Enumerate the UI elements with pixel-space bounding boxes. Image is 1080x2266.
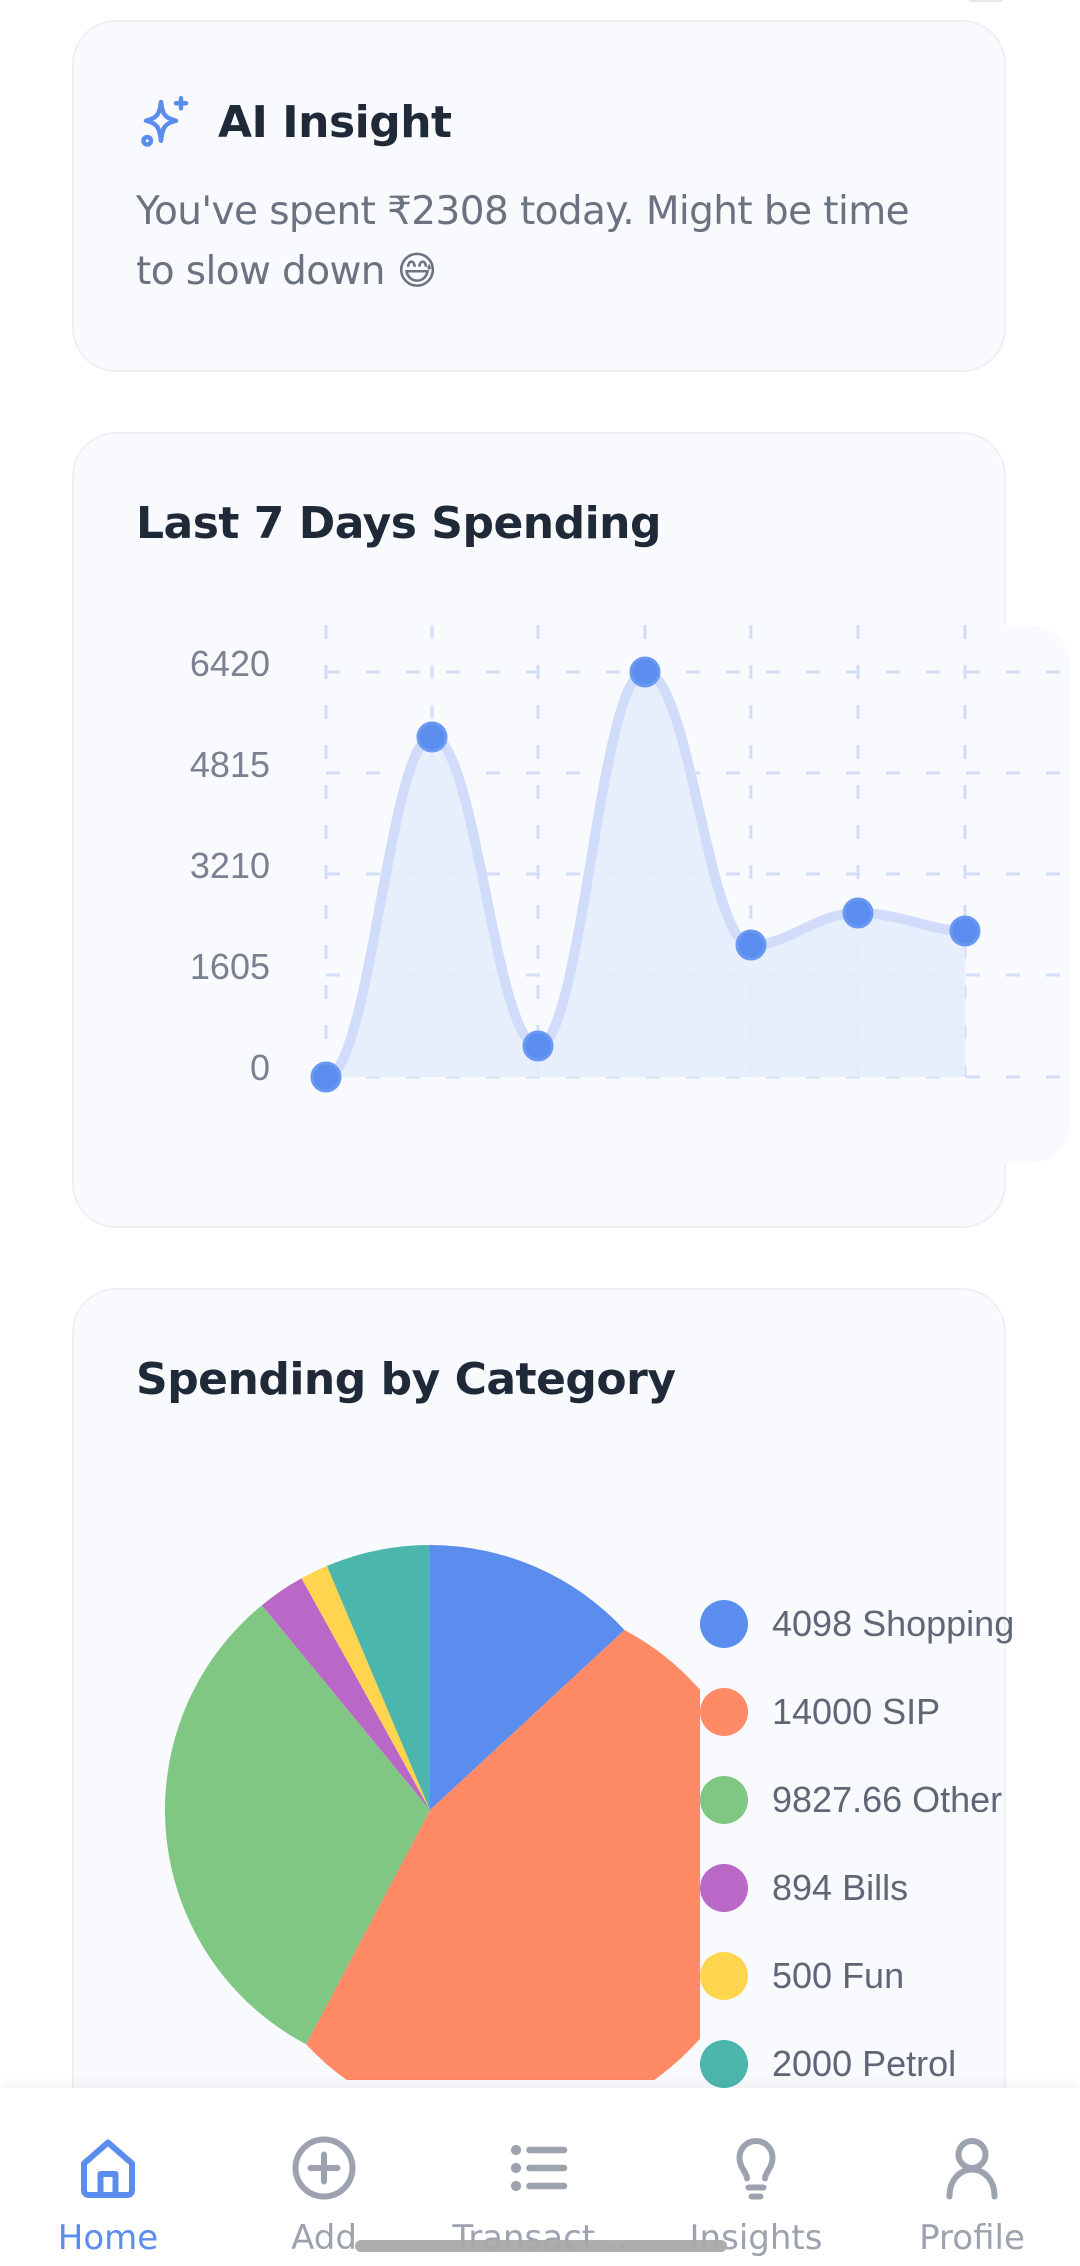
- lightbulb-icon: [736, 2138, 776, 2200]
- pie-chart: [165, 1545, 700, 2080]
- legend-dot-petrol: [700, 2040, 748, 2088]
- legend-dot-shopping: [700, 1600, 748, 1648]
- legend-dot-bills: [700, 1864, 748, 1912]
- nav-tab-add[interactable]: Add: [216, 2088, 432, 2266]
- pie-slice-shopping: [430, 1545, 625, 1810]
- pie-chart-title: Spending by Category: [136, 1354, 676, 1405]
- user-icon: [946, 2138, 998, 2200]
- nav-label: Transact...: [452, 2218, 628, 2258]
- legend-item: 500 Fun: [700, 1932, 1014, 2020]
- legend-label: 9827.66 Other: [772, 1779, 1003, 1820]
- legend-label: 2000 Petrol: [772, 2043, 957, 2084]
- y-tick-label: 1605: [189, 946, 270, 987]
- home-icon: [81, 2139, 135, 2198]
- system-gesture-handle[interactable]: [355, 2240, 727, 2252]
- line-chart: 6420 4815 3210 1605 0: [160, 625, 1070, 1163]
- pie-slice-fun: [301, 1565, 430, 1810]
- legend-item: 4098 Shopping: [700, 1580, 1014, 1668]
- sparkle-icon: [141, 96, 189, 147]
- data-points: [310, 656, 981, 1093]
- nav-label: Home: [57, 2218, 159, 2258]
- legend-item: 14000 SIP: [700, 1668, 1014, 1756]
- list-icon: [510, 2144, 568, 2192]
- scroll-edge-indicator: [968, 0, 1004, 2]
- plus-circle-icon: [292, 2136, 356, 2200]
- y-tick-label: 6420: [189, 643, 270, 684]
- nav-label: Add: [291, 2218, 357, 2258]
- legend-label: 14000 SIP: [772, 1691, 941, 1732]
- legend-dot-fun: [700, 1952, 748, 2000]
- y-tick-label: 3210: [189, 845, 270, 886]
- y-tick-label: 4815: [189, 744, 270, 785]
- pie-slice-other: [165, 1605, 430, 2045]
- legend-label: 500 Fun: [772, 1955, 905, 1996]
- bottom-navigation: Home Add Transact... Insights Profile: [0, 2088, 1080, 2266]
- legend-item: 894 Bills: [700, 1844, 1014, 1932]
- ai-insight-card: AI Insight You've spent ₹2308 today. Mig…: [72, 20, 1006, 372]
- legend-item: 9827.66 Other: [700, 1756, 1014, 1844]
- nav-label: Insights: [689, 2218, 823, 2258]
- area-fill: [326, 672, 965, 1077]
- line-chart-plot: [310, 625, 1070, 1093]
- legend-item: 2000 Petrol: [700, 2020, 1014, 2108]
- legend-label: 894 Bills: [772, 1867, 909, 1908]
- legend-dot-other: [700, 1776, 748, 1824]
- pie-slice-petrol: [326, 1545, 430, 1810]
- legend-label: 4098 Shopping: [772, 1603, 1015, 1644]
- pie-slice-sip: [306, 1630, 700, 2080]
- insight-title: AI Insight: [218, 96, 452, 148]
- nav-tab-home[interactable]: Home: [0, 2088, 216, 2266]
- insight-header: AI Insight: [136, 92, 452, 152]
- line-series: [321, 666, 970, 1082]
- y-tick-label: 0: [249, 1047, 270, 1088]
- nav-tab-profile[interactable]: Profile: [864, 2088, 1080, 2266]
- pie-slice-bills: [261, 1578, 430, 1810]
- nav-label: Profile: [919, 2218, 1025, 2258]
- pie-legend: 4098 Shopping 14000 SIP 9827.66 Other 89…: [700, 1580, 1014, 2108]
- insight-message: You've spent ₹2308 today. Might be time …: [136, 189, 910, 294]
- line-chart-title: Last 7 Days Spending: [136, 498, 662, 549]
- legend-dot-sip: [700, 1688, 748, 1736]
